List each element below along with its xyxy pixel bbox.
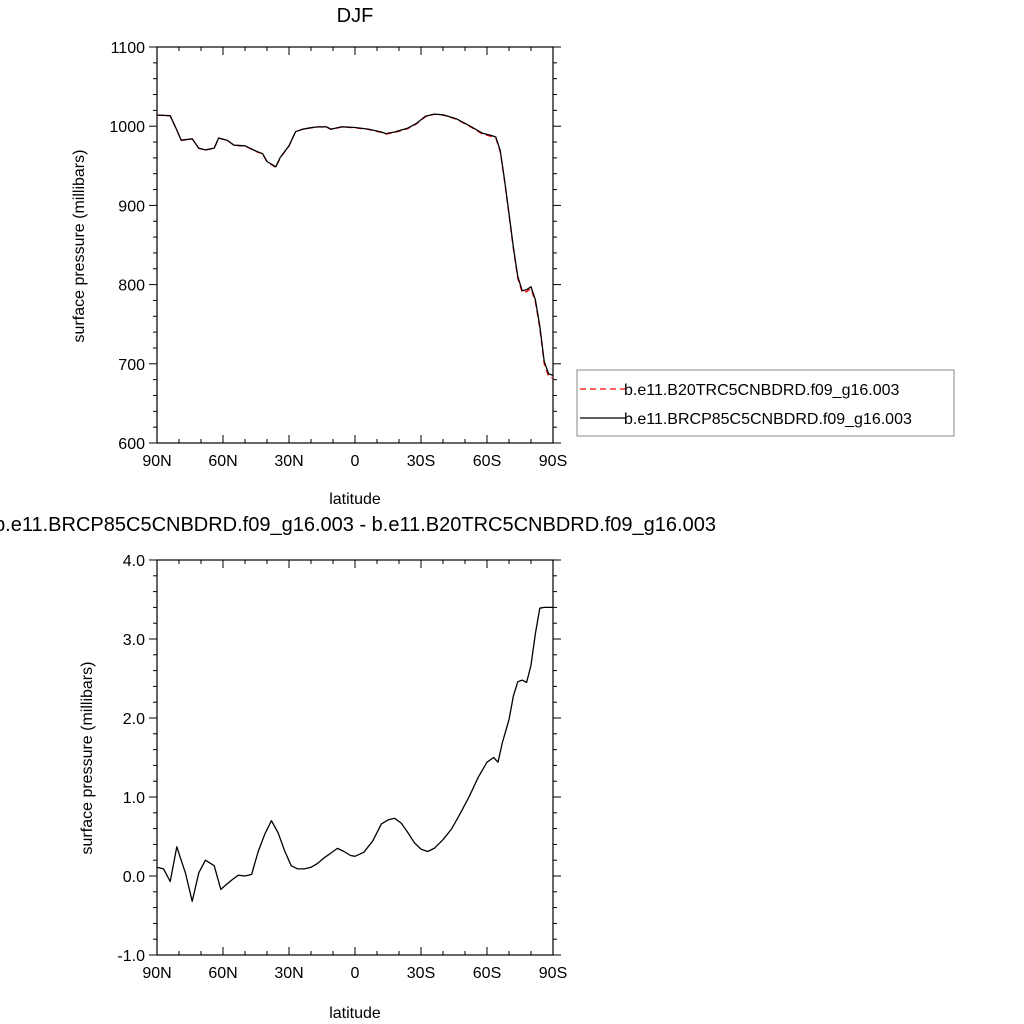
top-chart-title: DJF <box>337 5 374 27</box>
bottom-ytick-label: -1.0 <box>117 948 145 965</box>
top-xtick-label: 0 <box>351 453 360 470</box>
top-plot-area: 90N 60N 30N 0 30S 60S 90S 600 700 800 900 1000 1100 <box>109 40 567 470</box>
top-series-line-1 <box>156 113 554 377</box>
bottom-xtick-label: 90N <box>142 965 171 982</box>
legend-label-historical: b.e11.B20TRC5CNBDRD.f09_g16.003 <box>624 382 900 399</box>
legend-label-rcp85: b.e11.BRCP85C5CNBDRD.f09_g16.003 <box>624 411 912 428</box>
top-ytick-label: 700 <box>118 357 145 374</box>
top-xtick-label: 30S <box>407 453 435 470</box>
top-ytick-label: 800 <box>118 278 145 295</box>
top-xtick-label: 60N <box>208 453 237 470</box>
bottom-xtick-label: 30N <box>274 965 303 982</box>
top-xtick-label: 30N <box>274 453 303 470</box>
bottom-chart-title: b.e11.BRCP85C5CNBDRD.f09_g16.003 - b.e11… <box>0 514 716 536</box>
bottom-chart: b.e11.BRCP85C5CNBDRD.f09_g16.003 - b.e11… <box>0 514 716 1022</box>
top-series-line-0 <box>156 113 554 379</box>
bottom-chart-ylabel: surface pressure (millibars) <box>79 662 96 855</box>
bottom-xtick-label: 60S <box>473 965 501 982</box>
top-xtick-label: 90S <box>539 453 567 470</box>
bottom-xtick-label: 0 <box>351 965 360 982</box>
top-ytick-label: 600 <box>118 436 145 453</box>
bottom-ytick-label: 2.0 <box>123 711 145 728</box>
top-ytick-label: 900 <box>118 198 145 215</box>
top-ytick-label: 1000 <box>109 119 145 136</box>
bottom-ytick-label: 3.0 <box>123 632 145 649</box>
top-chart: DJF 90N 60N 30N 0 30S 60S 90S 600 700 800 900 1000 1… <box>71 5 955 508</box>
top-plot-frame <box>156 46 554 444</box>
legend: b.e11.B20TRC5CNBDRD.f09_g16.003 b.e11.BR… <box>576 369 955 437</box>
bottom-ytick-label: 4.0 <box>123 553 145 570</box>
bottom-series-line-0 <box>156 606 553 902</box>
bottom-plot-area: 90N 60N 30N 0 30S 60S 90S -1.0 0.0 1.0 2.0 3.0 4.0 <box>117 553 567 982</box>
bottom-xtick-label: 90S <box>539 965 567 982</box>
bottom-ytick-label: 0.0 <box>123 869 145 886</box>
top-chart-ylabel: surface pressure (millibars) <box>71 150 88 343</box>
top-xtick-label: 90N <box>142 453 171 470</box>
legend-box <box>576 369 955 437</box>
bottom-ytick-label: 1.0 <box>123 790 145 807</box>
bottom-chart-xlabel: latitude <box>329 1005 381 1022</box>
bottom-xtick-label: 60N <box>208 965 237 982</box>
top-ytick-label: 1100 <box>111 40 146 57</box>
top-xtick-label: 60S <box>473 453 501 470</box>
bottom-xtick-label: 30S <box>407 965 435 982</box>
top-chart-xlabel: latitude <box>329 491 381 508</box>
